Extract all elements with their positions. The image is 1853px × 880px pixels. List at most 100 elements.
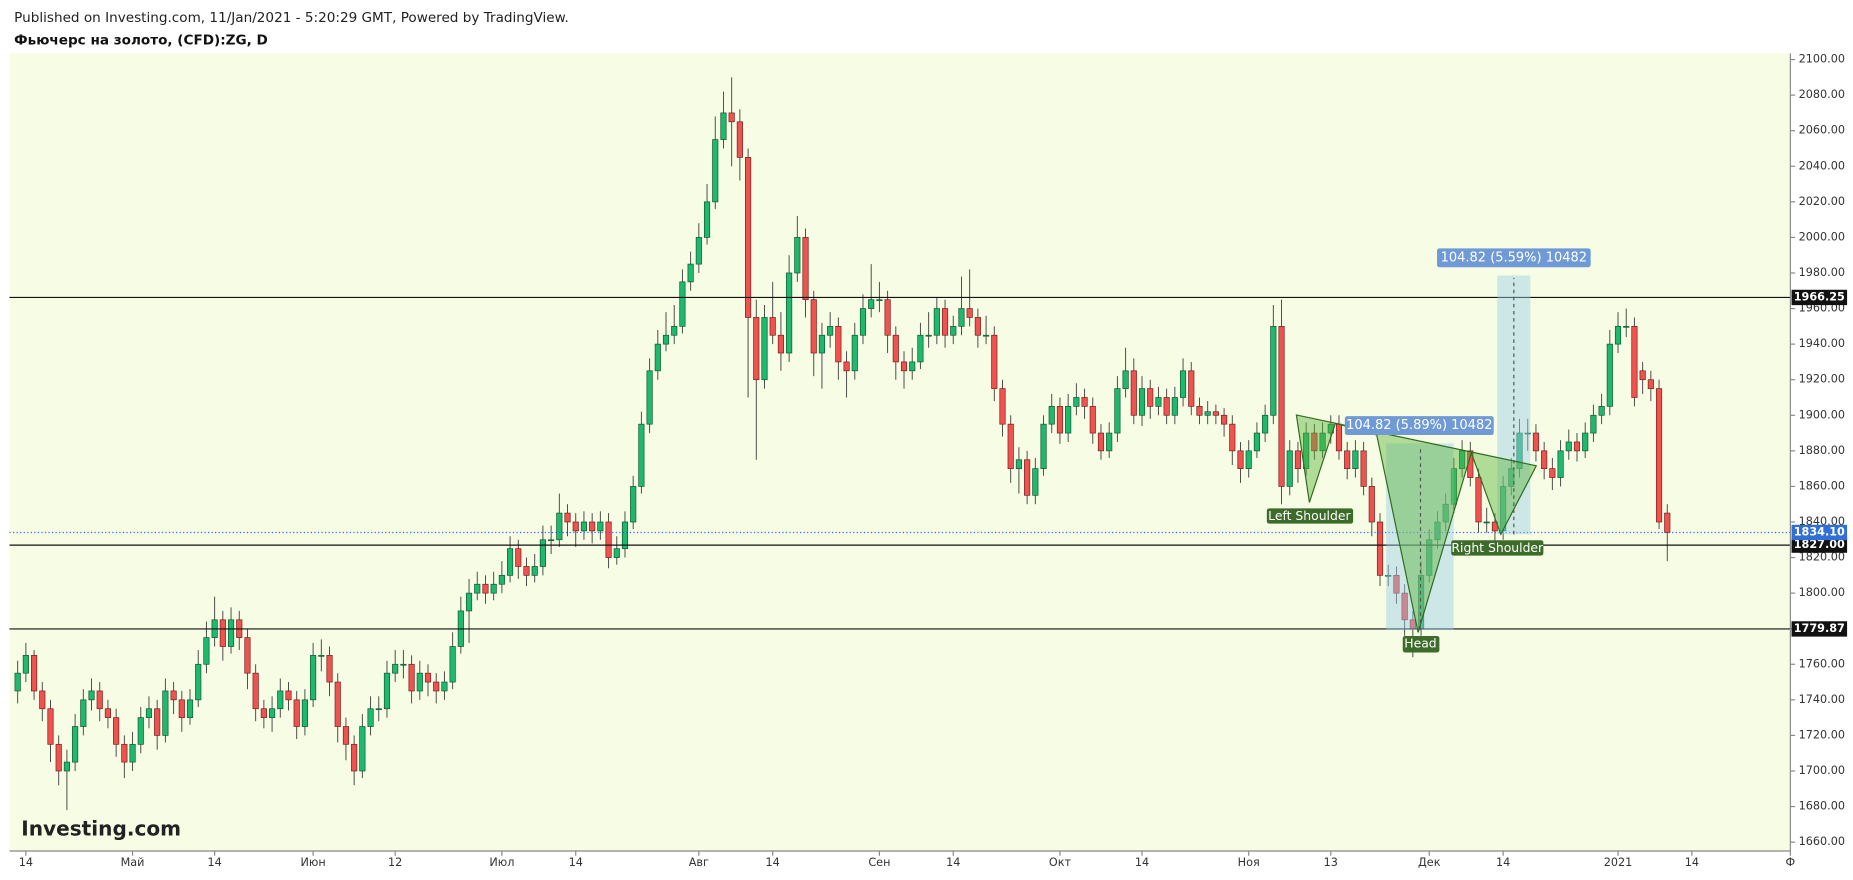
candle-body	[1196, 406, 1203, 416]
candle-body	[630, 486, 637, 523]
y-tick-label: 2100.00	[1799, 53, 1845, 66]
candle-body	[843, 361, 850, 372]
candle-body	[572, 521, 579, 532]
candle-body	[523, 566, 530, 576]
candle-body	[1163, 397, 1170, 416]
candle-body	[613, 548, 620, 558]
candle-body	[539, 539, 546, 567]
candle-body	[1089, 406, 1096, 434]
candle-body	[1483, 521, 1490, 524]
y-tick-label: 1980.00	[1799, 266, 1845, 279]
x-tick-label: 14	[19, 856, 33, 869]
candle-body	[917, 334, 924, 363]
x-tick-label: 14	[569, 856, 583, 869]
candle-body	[1475, 477, 1482, 523]
x-tick-label: Окт	[1049, 856, 1072, 869]
y-tick-label: 2000.00	[1799, 230, 1845, 243]
candle-body	[326, 655, 333, 683]
head-shoulders-shape	[1295, 414, 1538, 633]
candle-body	[1294, 450, 1302, 469]
candle-body	[884, 299, 891, 336]
candle-body	[1007, 423, 1014, 469]
x-tick-label: Авг	[689, 856, 709, 869]
candle-body	[1393, 574, 1400, 594]
candle-body	[941, 308, 949, 336]
candle-body	[1426, 539, 1433, 576]
candle-body	[203, 637, 210, 665]
y-tick-label: 2040.00	[1799, 159, 1845, 172]
x-tick-label: 14	[946, 856, 960, 869]
candle-body	[383, 672, 391, 710]
candle-body	[1524, 432, 1531, 435]
candle-body	[1598, 406, 1605, 416]
candle-body	[999, 388, 1006, 425]
candle-body	[1056, 406, 1064, 434]
y-tick-label: 1820.00	[1799, 551, 1845, 564]
candle-body	[1015, 459, 1022, 469]
candle-body	[474, 583, 481, 594]
candle-body	[753, 317, 760, 381]
x-tick-label: 12	[388, 856, 402, 869]
y-tick-label: 2020.00	[1799, 195, 1845, 208]
published-line: Published on Investing.com, 11/Jan/2021 …	[14, 10, 569, 26]
candle-body	[950, 325, 957, 336]
candle-body	[244, 637, 251, 674]
candle-body	[892, 334, 899, 363]
candle-body	[80, 699, 87, 727]
measure-label: 104.82 (5.89%) 10482	[1346, 418, 1492, 433]
candle-body	[96, 690, 103, 710]
y-tick-label: 1700.00	[1799, 764, 1845, 777]
label-box	[1437, 248, 1591, 268]
x-tick-label: 14	[1135, 856, 1149, 869]
candle-body	[564, 512, 571, 523]
x-tick-label: 14	[1496, 856, 1510, 869]
candle-body	[580, 521, 588, 532]
candle-body	[195, 663, 202, 701]
candle-body	[449, 646, 456, 683]
candle-body	[39, 690, 46, 710]
candle-body	[482, 583, 489, 594]
candle-body	[835, 325, 842, 363]
x-tick-label: Июл	[489, 856, 514, 869]
last-price-box	[1791, 524, 1848, 541]
candle-body	[121, 743, 128, 763]
y-tick-label: 1740.00	[1799, 693, 1845, 706]
x-tick-label: Июн	[301, 856, 326, 869]
candle-body	[1130, 370, 1137, 416]
candle-body	[556, 512, 563, 541]
candle-body	[1048, 406, 1055, 425]
candle-body	[1623, 325, 1630, 328]
label-box	[1402, 635, 1440, 653]
candle-body	[162, 690, 169, 736]
candle-body	[88, 690, 95, 701]
candle-body	[1171, 397, 1178, 416]
candle-body	[1459, 450, 1466, 469]
candle-body	[416, 672, 423, 692]
candle-body	[1097, 432, 1105, 452]
x-tick-label: 14	[1685, 856, 1699, 869]
candle-body	[55, 743, 62, 772]
candle-body	[974, 317, 981, 336]
candle-body	[1114, 388, 1121, 434]
candle-body	[400, 663, 407, 666]
candle-body	[334, 681, 341, 727]
candle-body	[1565, 441, 1572, 452]
candle-body	[342, 726, 350, 745]
candle-body	[359, 726, 366, 772]
candle-body	[958, 308, 965, 327]
candle-body	[794, 237, 801, 274]
pattern-annotations: Left Shoulder Head Right Shoulder 104.82…	[1266, 248, 1591, 653]
candle-body	[818, 334, 826, 354]
candle-body	[761, 317, 768, 381]
candle-body	[1344, 450, 1351, 469]
candle-body	[1212, 411, 1219, 416]
candle-body	[392, 663, 399, 674]
candle-body	[1352, 450, 1359, 469]
y-tick-label: 1860.00	[1799, 479, 1845, 492]
candle-body	[1541, 450, 1548, 469]
candle-body	[671, 325, 678, 336]
x-tick-label: Ноя	[1238, 856, 1260, 869]
head-label: Head	[1404, 636, 1436, 651]
chart-title: Фьючерс на золото, (CFD):ZG, D	[14, 32, 268, 48]
